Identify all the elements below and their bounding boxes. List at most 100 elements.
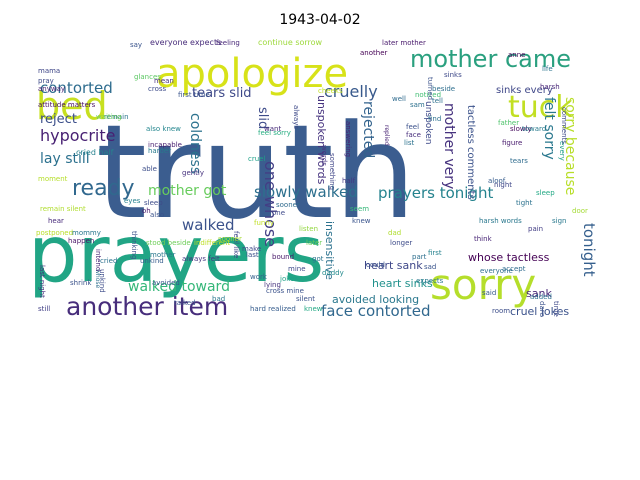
word-bad: bad [212,295,225,303]
word-slid: slid [255,107,270,129]
word-talked: talked [174,299,196,307]
word-night: night [494,181,512,189]
word-felt-sorry: felt sorry [541,97,557,160]
word-prayers-tonight: prayers tonight [378,184,493,202]
word-sign: sign [552,217,566,225]
word-toward: toward [522,125,546,133]
word-incapable: incapable [148,141,182,149]
word-said: said [482,289,496,297]
word-postponed: postponed [36,229,73,237]
word-mama: mama [38,67,60,75]
word-unspoken: unspoken [423,101,433,144]
word-face-contorted: face contorted [321,302,431,320]
word-turned: turned [426,77,434,100]
word-unkind: unkind [140,257,164,265]
word-cruelly: cruelly [324,82,378,101]
word-tears-slid: tears slid [192,86,252,101]
word-door: door [572,207,588,215]
word-also: also [150,211,164,219]
word-face: face [406,131,421,139]
word-shrink: shrink [70,279,92,287]
word-prayers: prayers [32,210,324,300]
word-time: time [552,301,560,317]
word-sorry: sorry [430,260,536,309]
word-listen: listen [299,225,318,233]
word-oh: oh [142,207,151,215]
word-noticed: noticed [415,91,441,99]
word-bed: bed [36,84,108,128]
word-every: every [558,141,566,161]
word-indifferent: indifferent [194,239,230,247]
word-contorted: contorted [40,79,113,97]
word-cloud: truth prayers apologize bed mother came tuck s… [32,35,608,323]
word-gently: gently [182,169,204,177]
word-mother: mother [150,251,176,259]
word-first: first [428,249,442,257]
word-feel-sorry: feel sorry [258,129,291,137]
word-daddy: daddy [322,269,344,277]
word-tears: tears [510,157,528,165]
word-knew: knew [352,217,371,225]
word-sad: sad [424,263,436,271]
word-make: make [242,245,261,253]
word-happen: happen [68,237,94,245]
word-room: room [492,307,510,315]
word-later: later [306,239,322,247]
word-figure: figure [502,139,522,147]
word-mother-very: mother very [441,103,457,189]
word-apologize: apologize [156,51,348,97]
word-cross: cross [148,85,167,93]
word-seem: seem [350,205,369,213]
word-anne: anne [508,51,525,59]
word-mine: mine [288,265,306,273]
word-heart-sinks: heart sinks [372,277,433,290]
word-tell: tell [432,97,443,105]
word-heart-sank: heart sank [364,259,423,272]
word-attitude-matters: attitude matters [38,101,96,109]
word-funny: funny [254,219,274,227]
word-glances: glances [134,73,161,81]
word-feel: feel [406,123,419,131]
word-later-mother: later mother [382,39,426,47]
word-everyone: everyone [480,267,513,275]
word-sinks-every: sinks every [496,85,553,96]
word-comments: comments [560,107,568,144]
word-still: still [38,305,50,313]
word-hypocrite: hypocrite [40,126,116,145]
word-life: life [542,65,553,73]
chart-title: 1943-04-02 [279,12,361,28]
word-pain: pain [528,225,543,233]
word-work: work [250,273,268,281]
word-accept: accept [502,265,526,273]
word-jokes: jokes [279,275,298,283]
word-insensitive: insensitive [323,221,336,280]
word-part: part [412,253,427,261]
word-silent: silent [296,295,315,303]
word-dare: dare [538,301,546,317]
word-everyone-expects: everyone expects [150,38,221,47]
word-lying: lying [264,281,281,289]
word-cried-half: cried half [76,148,114,157]
word-harsh: harsh [540,83,560,91]
word-mean: mean [154,77,174,85]
word-expects: expects [416,277,444,285]
word-truth: truth [96,96,416,248]
word-continue-sorrow: continue sorrow [258,38,323,47]
word-tuck: tuck [508,90,573,125]
word-waiting: waiting [96,113,122,121]
word-tight: tight [516,199,533,207]
word-mother-got: mother got [148,183,227,199]
word-thinking: thinking [130,231,138,259]
word-remain: remain [104,113,129,121]
word-whose: whose [94,269,101,289]
word-walked-toward: walked toward [128,279,230,295]
word-want: want [264,125,281,133]
word-dad: dad [388,229,401,237]
word-mother-came: mother came [410,45,571,73]
word-sleep: sleep [144,199,163,207]
word-sorry-because: sorry because [562,97,578,195]
word-another: another [360,49,387,57]
word-knew: knew [304,305,323,313]
